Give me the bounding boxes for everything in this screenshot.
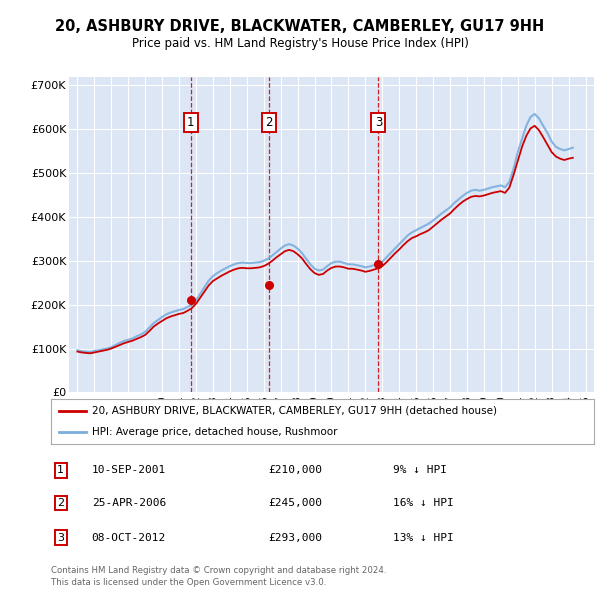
Text: Price paid vs. HM Land Registry's House Price Index (HPI): Price paid vs. HM Land Registry's House … (131, 37, 469, 50)
Text: 20, ASHBURY DRIVE, BLACKWATER, CAMBERLEY, GU17 9HH: 20, ASHBURY DRIVE, BLACKWATER, CAMBERLEY… (55, 19, 545, 34)
Text: £245,000: £245,000 (268, 498, 322, 508)
Text: 20, ASHBURY DRIVE, BLACKWATER, CAMBERLEY, GU17 9HH (detached house): 20, ASHBURY DRIVE, BLACKWATER, CAMBERLEY… (92, 406, 497, 416)
Text: 3: 3 (57, 533, 64, 543)
Text: 10-SEP-2001: 10-SEP-2001 (92, 466, 166, 475)
Text: 2: 2 (265, 116, 273, 129)
Text: HPI: Average price, detached house, Rushmoor: HPI: Average price, detached house, Rush… (92, 428, 337, 437)
Text: 08-OCT-2012: 08-OCT-2012 (92, 533, 166, 543)
Text: 13% ↓ HPI: 13% ↓ HPI (393, 533, 454, 543)
Text: 2: 2 (57, 498, 64, 508)
Text: £293,000: £293,000 (268, 533, 322, 543)
Text: Contains HM Land Registry data © Crown copyright and database right 2024.: Contains HM Land Registry data © Crown c… (51, 566, 386, 575)
Text: 1: 1 (187, 116, 194, 129)
Text: 9% ↓ HPI: 9% ↓ HPI (393, 466, 447, 475)
Text: 1: 1 (57, 466, 64, 475)
Text: 3: 3 (375, 116, 382, 129)
Text: £210,000: £210,000 (268, 466, 322, 475)
Text: 25-APR-2006: 25-APR-2006 (92, 498, 166, 508)
Text: This data is licensed under the Open Government Licence v3.0.: This data is licensed under the Open Gov… (51, 578, 326, 588)
Text: 16% ↓ HPI: 16% ↓ HPI (393, 498, 454, 508)
